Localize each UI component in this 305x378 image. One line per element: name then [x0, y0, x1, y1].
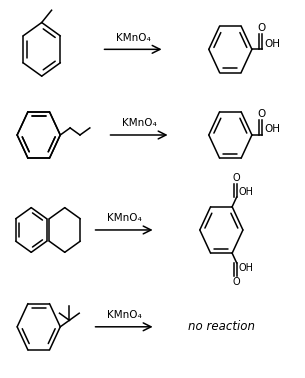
Text: OH: OH — [264, 124, 280, 134]
Text: O: O — [232, 277, 240, 287]
Text: O: O — [258, 109, 266, 119]
Text: KMnO₄: KMnO₄ — [116, 33, 150, 43]
Text: KMnO₄: KMnO₄ — [122, 118, 156, 128]
Text: no reaction: no reaction — [188, 320, 255, 333]
Text: OH: OH — [264, 39, 280, 49]
Text: OH: OH — [238, 263, 253, 273]
Text: OH: OH — [238, 187, 253, 197]
Text: O: O — [232, 173, 240, 183]
Text: O: O — [258, 23, 266, 33]
Text: KMnO₄: KMnO₄ — [107, 310, 142, 320]
Text: KMnO₄: KMnO₄ — [107, 213, 142, 223]
